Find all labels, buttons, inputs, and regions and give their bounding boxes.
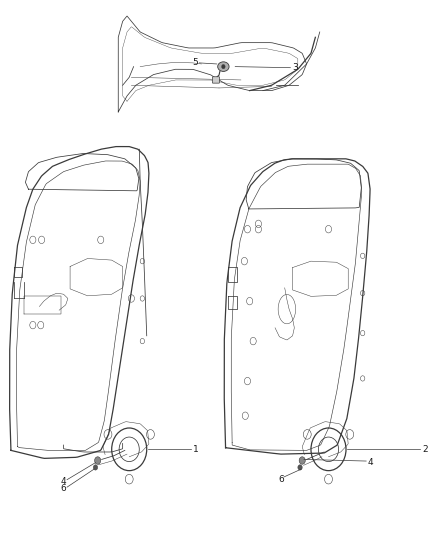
Text: 6: 6 [278, 475, 284, 484]
Text: 5: 5 [192, 59, 198, 67]
Ellipse shape [218, 62, 229, 71]
Text: 3: 3 [292, 63, 298, 72]
Circle shape [95, 457, 101, 464]
Text: 2: 2 [423, 445, 428, 454]
Text: 6: 6 [60, 484, 66, 493]
FancyBboxPatch shape [212, 77, 219, 83]
Circle shape [298, 465, 302, 470]
Text: 1: 1 [193, 445, 198, 454]
Circle shape [93, 465, 98, 470]
Circle shape [222, 64, 225, 69]
Circle shape [299, 457, 305, 464]
Text: 4: 4 [368, 458, 374, 467]
Text: 4: 4 [60, 477, 66, 486]
